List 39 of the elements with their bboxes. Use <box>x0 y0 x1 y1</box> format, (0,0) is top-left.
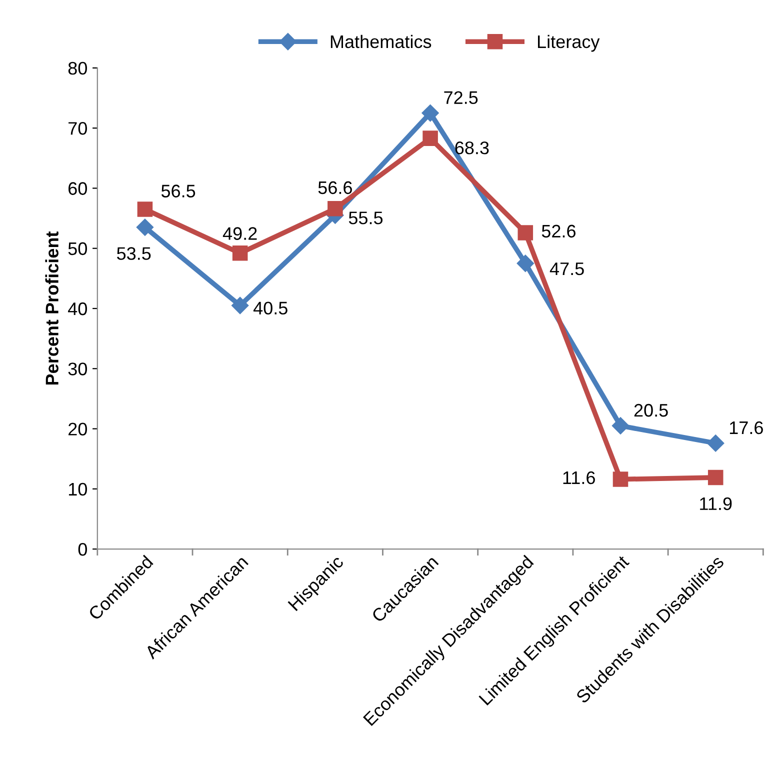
data-label: 56.5 <box>161 184 196 198</box>
y-tick-label: 30 <box>68 362 87 376</box>
y-tick-label: 70 <box>68 122 87 135</box>
data-label: 11.9 <box>700 497 732 510</box>
data-label: 20.5 <box>634 404 668 417</box>
point <box>612 417 630 434</box>
data-label: 52.6 <box>542 224 576 238</box>
point <box>137 202 153 217</box>
point <box>518 225 534 240</box>
data-label: 49.2 <box>222 227 257 240</box>
legend-label: Mathematics <box>330 34 432 48</box>
point <box>516 254 534 272</box>
data-label: 55.5 <box>348 212 383 224</box>
point <box>328 201 343 216</box>
point <box>707 434 724 452</box>
data-label: 68.3 <box>455 141 489 154</box>
legend-label: Literacy <box>538 34 600 52</box>
y-tick-label: 80 <box>68 62 87 75</box>
y-tick-label: 60 <box>68 182 87 195</box>
y-tick-label: 50 <box>68 242 87 256</box>
point <box>612 472 628 487</box>
point <box>422 104 439 122</box>
data-label: 40.5 <box>253 302 288 314</box>
data-label: 56.6 <box>318 181 352 194</box>
y-tick-label: 10 <box>68 482 87 496</box>
data-label: 17.6 <box>730 421 763 434</box>
data-label: 47.5 <box>550 262 584 276</box>
point <box>232 246 248 261</box>
point <box>422 130 438 146</box>
y-tick-label: 40 <box>68 302 87 316</box>
point <box>136 218 154 236</box>
y-axis-title: Percent Proficient <box>45 231 58 385</box>
y-tick-label: 0 <box>78 542 87 556</box>
point <box>232 296 249 314</box>
point <box>708 470 724 486</box>
data-label: 53.5 <box>117 247 151 260</box>
data-label: 11.6 <box>563 471 595 484</box>
data-label: 72.5 <box>444 91 478 104</box>
y-tick-label: 20 <box>68 422 87 436</box>
